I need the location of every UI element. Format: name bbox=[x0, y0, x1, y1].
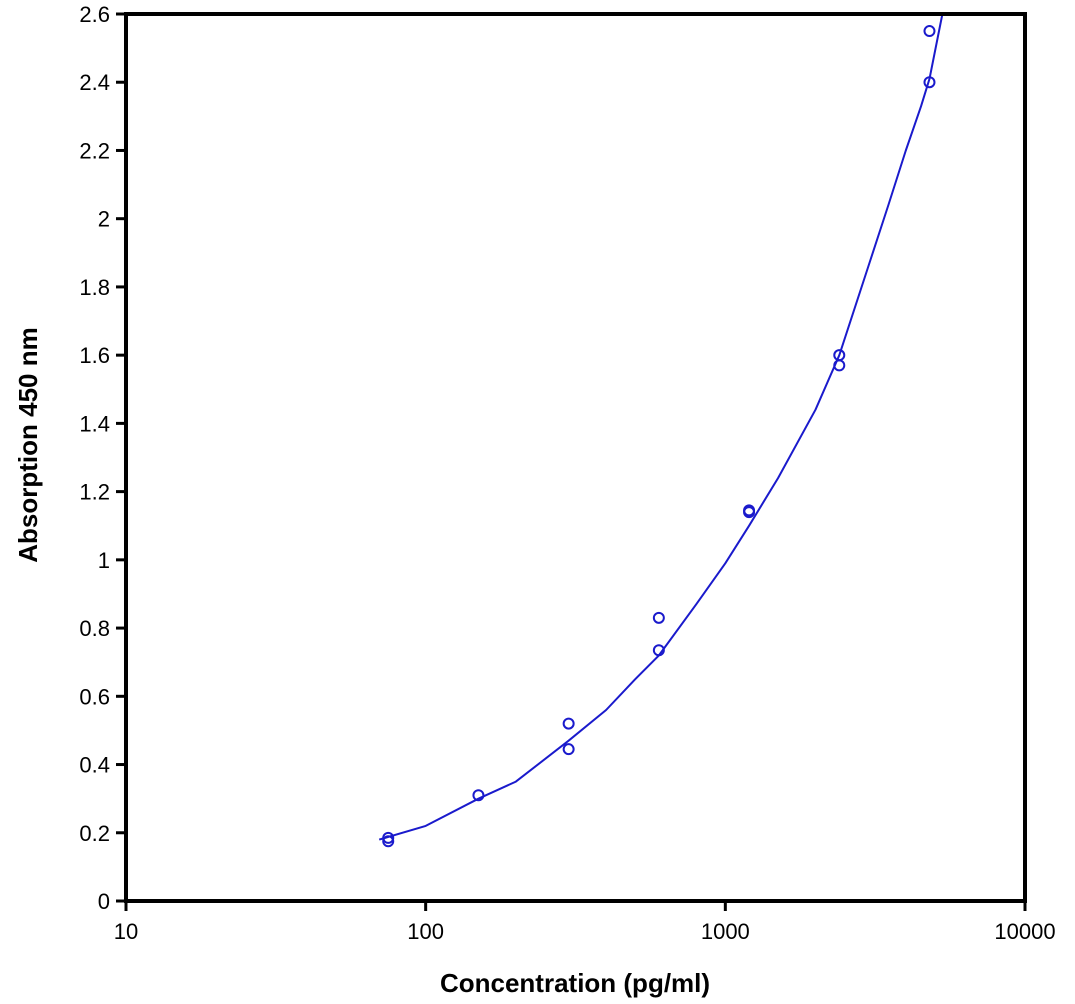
y-tick-label-10: 2 bbox=[98, 207, 110, 232]
fit-curve-layer bbox=[378, 13, 944, 841]
y-tick-label-11: 2.2 bbox=[79, 138, 110, 163]
y-tick-label-2: 0.4 bbox=[79, 753, 110, 778]
x-tick-label-0: 10 bbox=[114, 919, 138, 944]
data-point-12 bbox=[923, 76, 936, 89]
data-point-6 bbox=[652, 644, 665, 657]
x-tick-label-3: 10000 bbox=[994, 919, 1055, 944]
data-point-2 bbox=[472, 789, 485, 802]
y-tick-label-5: 1 bbox=[98, 548, 110, 573]
x-tick-label-2: 1000 bbox=[701, 919, 750, 944]
plot-frame bbox=[124, 12, 1027, 903]
data-point-1 bbox=[382, 835, 395, 848]
data-point-11 bbox=[923, 25, 936, 38]
x-tick-label-1: 100 bbox=[407, 919, 444, 944]
y-tick-label-3: 0.6 bbox=[79, 684, 110, 709]
fit-curve bbox=[378, 13, 944, 841]
y-tick-label-1: 0.2 bbox=[79, 821, 110, 846]
data-points-layer bbox=[382, 25, 936, 848]
x-axis: 10 100 1000 10000 bbox=[114, 901, 1056, 944]
y-tick-label-9: 1.8 bbox=[79, 275, 110, 300]
data-point-10 bbox=[833, 359, 846, 372]
y-tick-label-6: 1.2 bbox=[79, 480, 110, 505]
data-point-5 bbox=[652, 611, 665, 624]
y-tick-label-13: 2.6 bbox=[79, 2, 110, 27]
data-point-8 bbox=[743, 506, 756, 519]
y-axis: 0 0.2 0.4 0.6 0.8 1 1.2 1.4 1.6 1.8 2 2.2 2.4 2.6 bbox=[79, 2, 126, 914]
y-tick-label-0: 0 bbox=[98, 889, 110, 914]
y-tick-label-4: 0.8 bbox=[79, 616, 110, 641]
data-point-3 bbox=[562, 717, 575, 730]
data-point-4 bbox=[562, 743, 575, 756]
y-tick-label-7: 1.4 bbox=[79, 411, 110, 436]
y-tick-label-8: 1.6 bbox=[79, 343, 110, 368]
x-axis-title: Concentration (pg/ml) bbox=[440, 968, 710, 998]
y-axis-title: Absorption 450 nm bbox=[13, 327, 43, 562]
y-tick-label-12: 2.4 bbox=[79, 70, 110, 95]
data-point-0 bbox=[382, 831, 395, 844]
